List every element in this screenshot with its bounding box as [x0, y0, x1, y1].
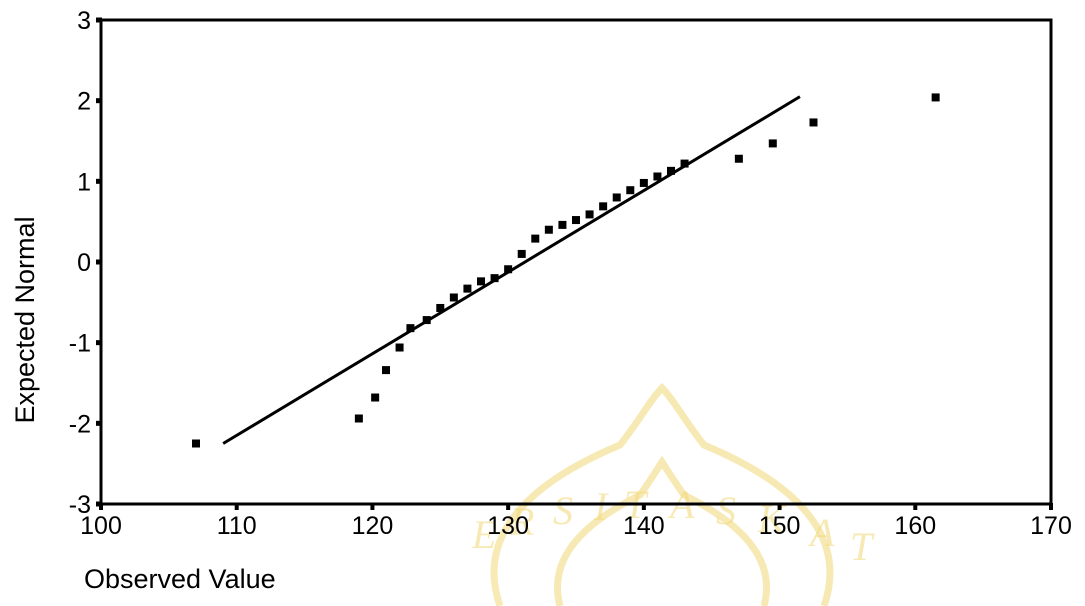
data-point — [544, 225, 553, 234]
data-point — [626, 186, 635, 195]
data-point — [463, 284, 472, 293]
data-point — [504, 265, 513, 274]
y-tick-label: -3 — [69, 491, 91, 519]
data-point — [768, 139, 777, 148]
data-point — [599, 202, 608, 211]
x-tick-label: 140 — [623, 512, 665, 540]
x-axis-title: Observed Value — [84, 564, 276, 594]
data-point — [639, 178, 648, 187]
x-tick-label: 170 — [1030, 512, 1072, 540]
data-point — [558, 220, 567, 229]
data-point — [653, 172, 662, 181]
data-point — [371, 393, 380, 402]
data-point — [572, 216, 580, 225]
data-point — [406, 324, 415, 333]
data-point — [192, 439, 200, 448]
data-point — [517, 249, 526, 258]
y-tick-label: -2 — [69, 410, 91, 438]
data-point — [382, 366, 390, 375]
data-point — [531, 234, 540, 243]
data-point — [477, 277, 485, 286]
data-point — [449, 293, 458, 302]
data-point — [931, 93, 940, 102]
y-axis: -3 -2 -1 0 1 2 3 — [69, 7, 102, 519]
y-axis-title: Expected Normal — [10, 216, 40, 423]
x-tick-label: 120 — [352, 512, 394, 540]
data-point — [422, 316, 431, 325]
data-points — [192, 93, 940, 448]
data-point — [612, 193, 621, 202]
x-tick-label: 160 — [894, 512, 936, 540]
data-point — [436, 303, 445, 312]
y-tick-label: 0 — [77, 249, 91, 277]
data-point — [395, 343, 404, 352]
x-tick-label: 150 — [759, 512, 801, 540]
y-tick-label: 3 — [77, 7, 91, 35]
data-point — [667, 166, 675, 175]
data-point — [680, 159, 689, 168]
y-tick-label: 1 — [77, 168, 91, 196]
data-point — [734, 154, 743, 163]
x-tick-label: 100 — [80, 512, 122, 540]
x-tick-label: 130 — [487, 512, 529, 540]
x-tick-label: 110 — [217, 512, 257, 540]
x-axis: 100 110 120 130 140 150 160 170 — [80, 503, 1072, 540]
data-point — [490, 274, 499, 283]
y-tick-label: -1 — [69, 330, 91, 358]
y-tick-label: 2 — [77, 88, 91, 116]
data-point — [809, 118, 818, 127]
data-point — [585, 210, 594, 219]
data-point — [354, 414, 363, 423]
